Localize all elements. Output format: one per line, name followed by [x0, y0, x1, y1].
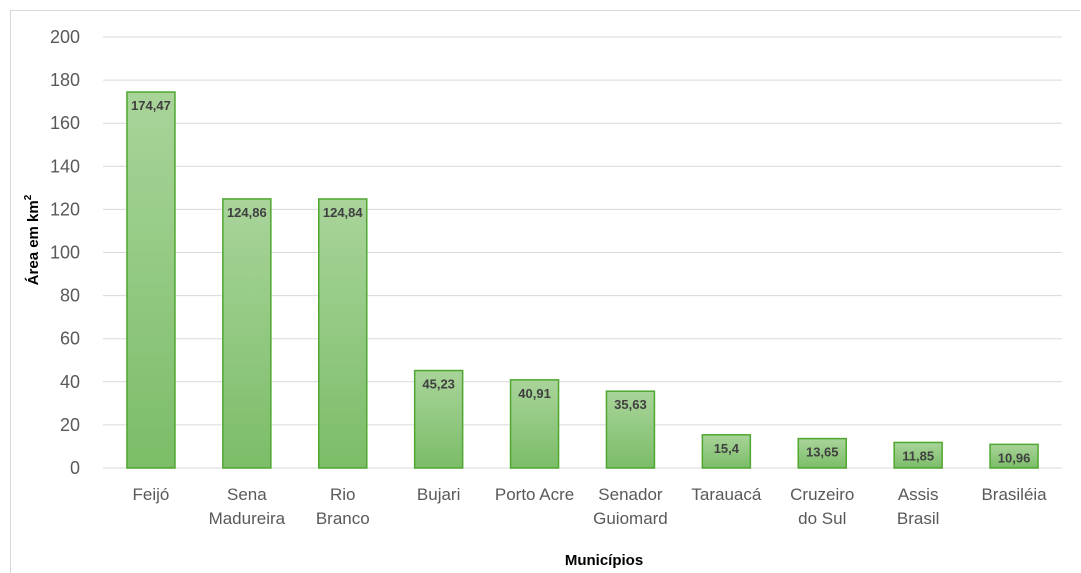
bar — [127, 92, 175, 468]
data-label: 35,63 — [614, 397, 647, 412]
data-label: 13,65 — [806, 445, 839, 460]
x-category-line: Brasil — [897, 509, 940, 528]
y-tick-label: 80 — [60, 286, 80, 306]
y-tick-label: 100 — [50, 243, 80, 263]
x-category-line: Porto Acre — [495, 485, 574, 504]
x-category-label: Senador Guiomard — [593, 485, 668, 528]
x-category-line: Branco — [316, 509, 370, 528]
data-label: 15,4 — [714, 441, 740, 456]
x-category-label: Cruzeiro do Sul — [790, 485, 854, 528]
x-category-line: Bujari — [417, 485, 460, 504]
y-tick-label: 40 — [60, 372, 80, 392]
y-tick-label: 160 — [50, 113, 80, 133]
x-category-label: Brasiléia — [981, 485, 1047, 504]
y-tick-label: 200 — [50, 27, 80, 47]
y-tick-label: 20 — [60, 415, 80, 435]
x-category-line: Sena — [227, 485, 267, 504]
data-label: 10,96 — [998, 450, 1031, 465]
data-label: 40,91 — [518, 386, 551, 401]
x-category-line: Brasiléia — [981, 485, 1047, 504]
bar — [223, 199, 271, 468]
data-label: 124,84 — [323, 205, 364, 220]
x-category-line: do Sul — [798, 509, 846, 528]
bars — [127, 92, 1038, 468]
x-category-line: Guiomard — [593, 509, 668, 528]
x-category-line: Senador — [598, 485, 663, 504]
x-category-label: Rio Branco — [316, 485, 370, 528]
x-category-line: Tarauacá — [691, 485, 761, 504]
x-category-line: Rio — [330, 485, 356, 504]
x-category-line: Madureira — [209, 509, 286, 528]
x-category-label: Assis Brasil — [897, 485, 940, 528]
x-category-label: Feijó — [133, 485, 170, 504]
x-axis-categories: Feijó Sena Madureira Rio Branco Bujari Porto A… — [133, 485, 1048, 528]
y-tick-label: 140 — [50, 156, 80, 176]
data-label: 174,47 — [131, 98, 171, 113]
x-category-label: Tarauacá — [691, 485, 761, 504]
x-category-line: Feijó — [133, 485, 170, 504]
y-axis-title: Área em km2 — [23, 194, 42, 285]
data-label: 11,85 — [902, 448, 934, 463]
x-axis-title: Municípios — [565, 552, 643, 569]
y-tick-label: 180 — [50, 70, 80, 90]
data-label: 124,86 — [227, 205, 267, 220]
data-label: 45,23 — [422, 377, 455, 392]
x-category-label: Sena Madureira — [209, 485, 286, 528]
x-category-label: Bujari — [417, 485, 460, 504]
x-category-line: Cruzeiro — [790, 485, 854, 504]
x-category-line: Assis — [898, 485, 939, 504]
bar — [319, 199, 367, 468]
y-tick-label: 120 — [50, 199, 80, 219]
y-tick-label: 60 — [60, 329, 80, 349]
y-tick-label: 0 — [70, 458, 80, 478]
y-axis-ticks: 0 20 40 60 80 100 120 140 160 180 200 — [50, 27, 80, 478]
x-category-label: Porto Acre — [495, 485, 574, 504]
